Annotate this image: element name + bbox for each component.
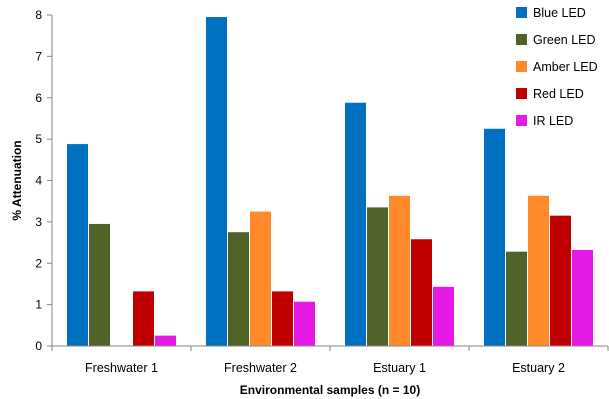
- legend: Blue LED Green LED Amber LED Red LED IR LED: [516, 6, 598, 128]
- bar: [133, 291, 154, 346]
- y-tick-label: 1: [35, 298, 42, 312]
- x-category-label: Estuary 2: [512, 361, 565, 375]
- x-axis-title: Environmental samples (n = 10): [240, 383, 420, 397]
- legend-swatch: [516, 61, 527, 72]
- bar: [67, 144, 88, 346]
- legend-label: Blue LED: [533, 6, 586, 20]
- legend-label: IR LED: [533, 114, 573, 128]
- bar: [294, 301, 315, 346]
- x-category-label: Freshwater 2: [224, 361, 297, 375]
- legend-swatch: [516, 115, 527, 126]
- y-tick-label: 3: [35, 215, 42, 229]
- legend-label: Red LED: [533, 87, 584, 101]
- bar: [250, 211, 271, 346]
- y-axis-title: % Attenuation: [10, 140, 24, 220]
- legend-label: Green LED: [533, 33, 596, 47]
- bar: [345, 102, 366, 346]
- y-tick-label: 5: [35, 132, 42, 146]
- legend-swatch: [516, 34, 527, 45]
- y-tick-label: 0: [35, 339, 42, 353]
- x-category-label: Estuary 1: [373, 361, 426, 375]
- bar: [89, 223, 110, 346]
- y-tick-label: 4: [35, 174, 42, 188]
- bar: [367, 207, 388, 346]
- bar: [550, 215, 571, 346]
- bar: [206, 17, 227, 346]
- legend-label: Amber LED: [533, 60, 598, 74]
- y-tick-label: 6: [35, 91, 42, 105]
- x-category-label: Freshwater 1: [85, 361, 158, 375]
- bars-group: [67, 17, 593, 346]
- bar: [572, 250, 593, 346]
- bar: [155, 335, 176, 346]
- bar: [228, 232, 249, 346]
- x-categories-group: Freshwater 1 Freshwater 2 Estuary 1 Estuary…: [51, 346, 609, 375]
- bar: [484, 128, 505, 346]
- bar: [272, 291, 293, 346]
- bar: [389, 195, 410, 346]
- y-tick-label: 8: [35, 8, 42, 22]
- legend-swatch: [516, 88, 527, 99]
- y-tick-label: 2: [35, 256, 42, 270]
- bar: [506, 251, 527, 346]
- y-ticks-group: 0 1 2 3 4 5 6 7 8: [35, 8, 52, 353]
- y-tick-label: 7: [35, 49, 42, 63]
- bar: [411, 239, 432, 346]
- bar: [528, 195, 549, 346]
- bar: [433, 286, 454, 346]
- legend-swatch: [516, 7, 527, 18]
